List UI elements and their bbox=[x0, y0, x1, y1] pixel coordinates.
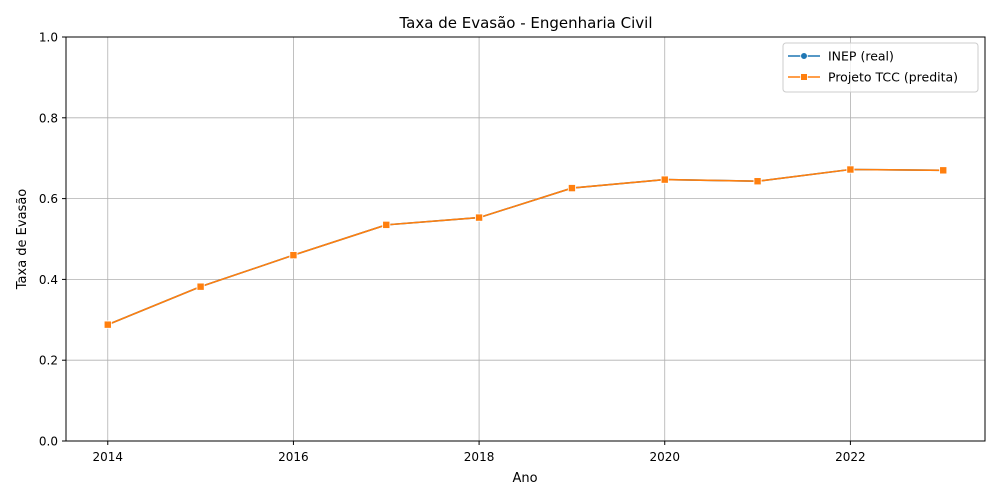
x-axis-ticks: 2014 2016 2018 2020 2022 bbox=[92, 441, 866, 464]
legend-entry: INEP (real) bbox=[788, 49, 894, 64]
x-tick-label: 2014 bbox=[92, 450, 123, 464]
series-1 bbox=[103, 165, 948, 329]
data-point bbox=[660, 175, 669, 184]
data-point bbox=[939, 166, 948, 175]
y-tick-label: 0.8 bbox=[39, 111, 58, 125]
series-2 bbox=[103, 165, 948, 329]
x-axis-label: Ano bbox=[512, 471, 537, 486]
y-tick-label: 0.6 bbox=[39, 192, 58, 206]
data-point bbox=[567, 184, 576, 193]
y-tick-label: 1.0 bbox=[39, 31, 58, 45]
y-tick-label: 0.4 bbox=[39, 273, 58, 287]
x-tick-label: 2022 bbox=[835, 450, 866, 464]
y-tick-label: 0.2 bbox=[39, 354, 58, 368]
data-point bbox=[103, 320, 112, 329]
series-line bbox=[107, 168, 944, 326]
data-point bbox=[289, 251, 298, 260]
data-point bbox=[846, 165, 855, 174]
legend-swatch-marker bbox=[800, 73, 808, 81]
data-point bbox=[382, 220, 391, 229]
x-tick-label: 2020 bbox=[649, 450, 680, 464]
data-point bbox=[475, 213, 484, 222]
chart-title: Taxa de Evasão - Engenharia Civil bbox=[399, 14, 653, 32]
y-axis-ticks: 0.0 0.2 0.4 0.6 0.8 1.0 bbox=[39, 31, 66, 449]
plot-frame bbox=[65, 36, 986, 442]
y-tick-label: 0.0 bbox=[39, 435, 58, 449]
series-line bbox=[107, 168, 944, 326]
y-axis-label: Taxa de Evasão bbox=[15, 189, 30, 291]
series-layer bbox=[103, 165, 948, 329]
legend-frame bbox=[782, 42, 979, 93]
legend-swatch-marker bbox=[800, 52, 808, 60]
x-tick-label: 2016 bbox=[278, 450, 309, 464]
data-point bbox=[753, 177, 762, 186]
legend-label: Projeto TCC (predita) bbox=[828, 70, 958, 85]
x-tick-label: 2018 bbox=[464, 450, 495, 464]
data-point bbox=[196, 282, 205, 291]
grid bbox=[66, 36, 985, 442]
legend-label: INEP (real) bbox=[828, 49, 894, 64]
legend: INEP (real) Projeto TCC (predita) bbox=[782, 42, 979, 93]
legend-entry: Projeto TCC (predita) bbox=[788, 70, 958, 85]
